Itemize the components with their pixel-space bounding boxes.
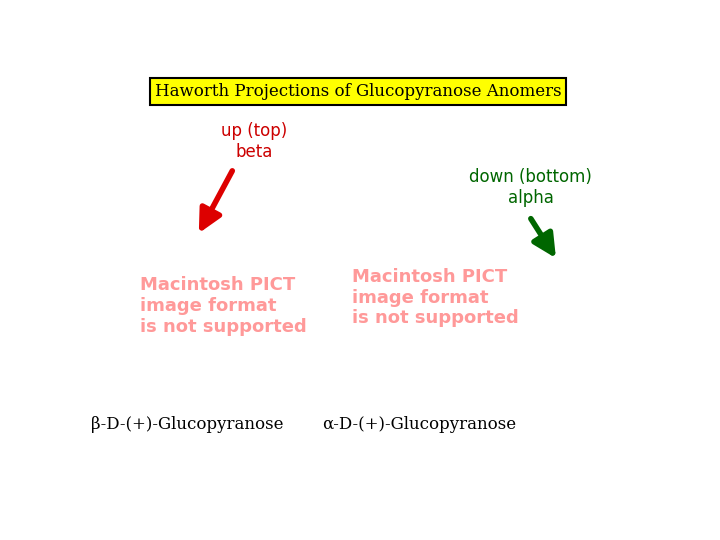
Text: Macintosh PICT
image format
is not supported: Macintosh PICT image format is not suppo…	[140, 276, 307, 336]
Text: Haworth Projections of Glucopyranose Anomers: Haworth Projections of Glucopyranose Ano…	[155, 83, 561, 100]
Text: up (top)
beta: up (top) beta	[222, 123, 288, 161]
Text: β-D-(+)-Glucopyranose: β-D-(+)-Glucopyranose	[91, 416, 284, 433]
Text: Macintosh PICT
image format
is not supported: Macintosh PICT image format is not suppo…	[352, 268, 519, 327]
Text: down (bottom)
alpha: down (bottom) alpha	[469, 168, 593, 207]
Text: α-D-(+)-Glucopyranose: α-D-(+)-Glucopyranose	[322, 416, 516, 433]
